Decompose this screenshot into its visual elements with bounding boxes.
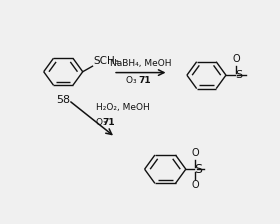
Text: 71: 71 [102, 118, 115, 127]
Text: 58: 58 [56, 95, 70, 105]
Text: S: S [235, 70, 242, 80]
Text: H₂O₂, MeOH: H₂O₂, MeOH [96, 103, 150, 112]
Text: O: O [192, 149, 199, 159]
Text: O₃: O₃ [126, 76, 139, 85]
Text: O₃: O₃ [96, 118, 109, 127]
Text: NaBH₄, MeOH: NaBH₄, MeOH [110, 59, 172, 68]
Text: O: O [232, 54, 240, 64]
Text: O: O [192, 180, 199, 190]
Text: 71: 71 [139, 76, 151, 85]
Text: S: S [194, 163, 202, 176]
Text: SCH₃: SCH₃ [93, 56, 119, 66]
